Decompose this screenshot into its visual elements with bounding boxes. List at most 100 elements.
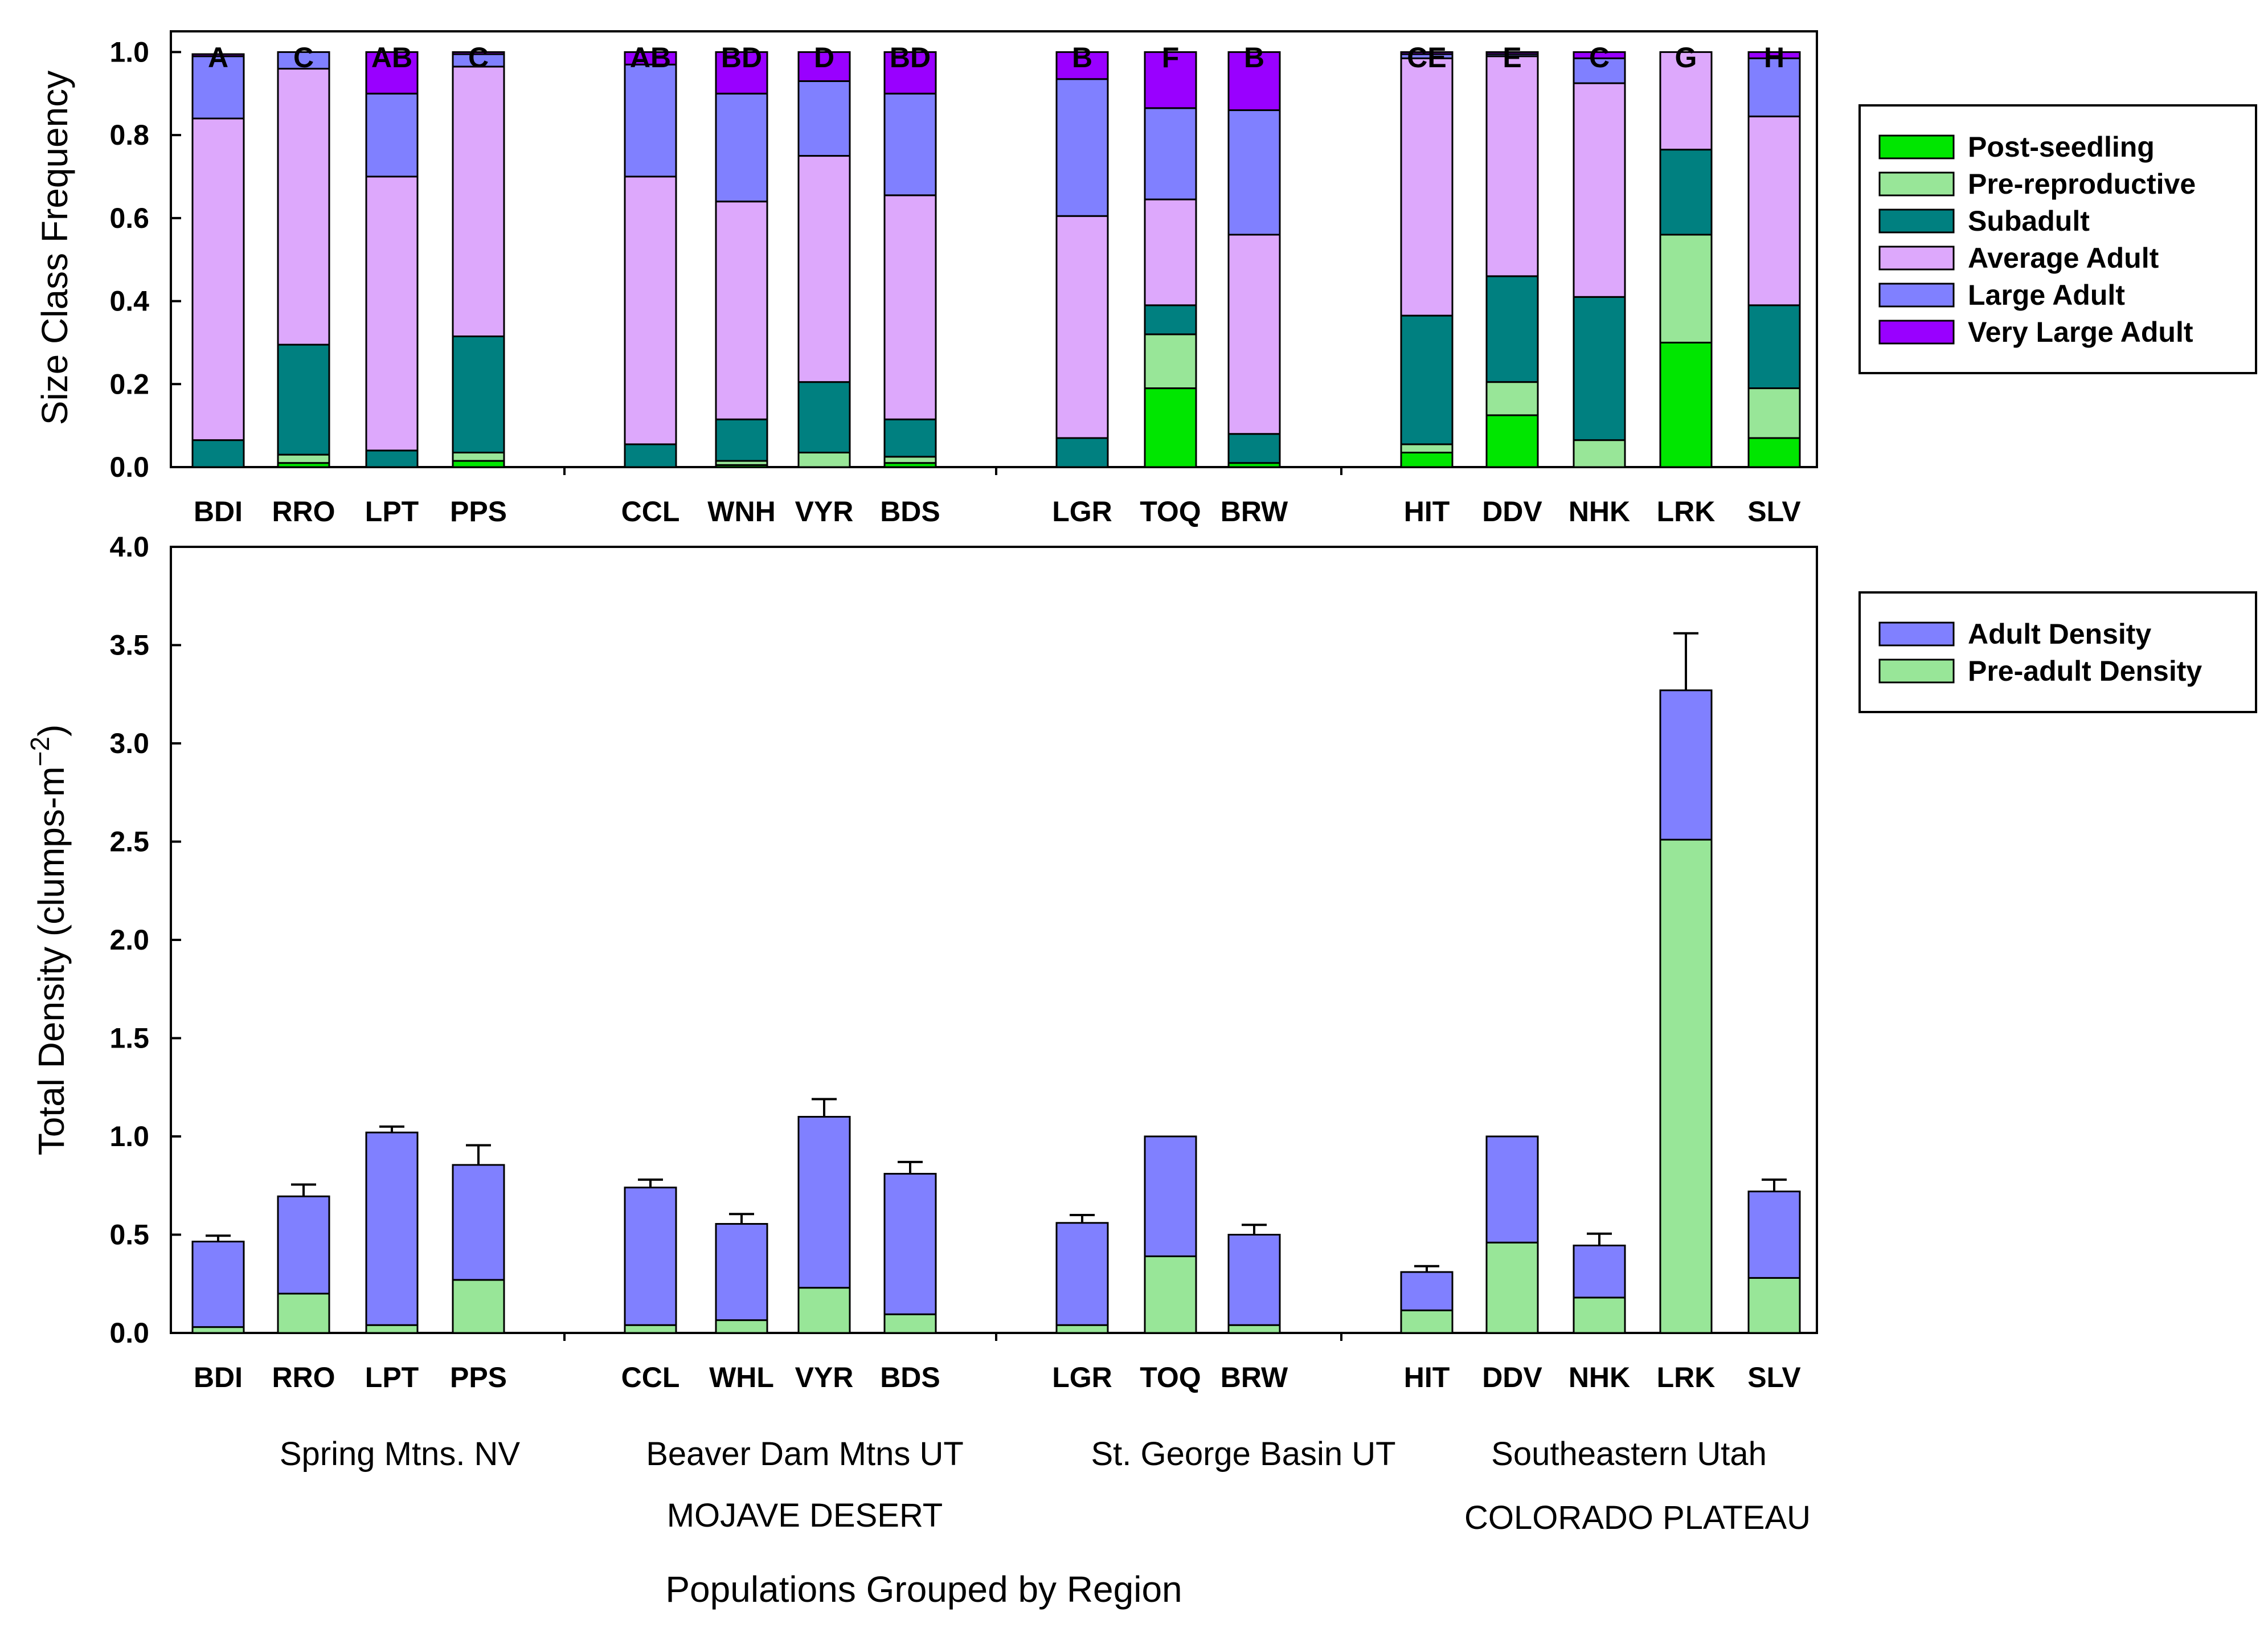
bar-hit-post-seedling (1400, 452, 1454, 468)
top-legend-items: Post-seedling Pre-reproductive Subadult Ave… (1878, 131, 2196, 348)
x-label-toq: TOQ (1140, 1361, 1201, 1393)
y-tick-label: 0.4 (109, 285, 149, 317)
bar-bds-very-large-adult (883, 51, 937, 95)
x-label-bds: BDS (880, 1361, 940, 1393)
bar-bdi-average-adult (191, 117, 245, 441)
x-axis-title: Populations Grouped by Region (665, 1569, 1182, 1610)
y-tick-label: 3.0 (109, 727, 149, 759)
significance-letter-bdi: A (208, 42, 228, 73)
bar-pps-average-adult (452, 66, 505, 338)
significance-letter-toq: F (1162, 42, 1180, 73)
bar-bds-average-adult (883, 194, 937, 420)
bottom-group-separators (563, 1333, 1342, 1341)
bar-pps-pre-adult-density (452, 1279, 505, 1334)
bar-pps-post-seedling (452, 460, 505, 468)
legend-label-subadult: Subadult (1968, 205, 2090, 237)
bar-toq-post-seedling (1144, 387, 1197, 468)
bar-ccl-subadult (624, 443, 677, 468)
bar-brw-average-adult (1227, 234, 1281, 435)
bar-bdi-very-large-adult (191, 53, 245, 58)
bar-slv-average-adult (1747, 115, 1801, 306)
y-tick-label: 1.0 (109, 1120, 149, 1152)
legend-label-average-adult: Average Adult (1968, 242, 2159, 274)
bar-lgr-average-adult (1055, 215, 1109, 439)
significance-letter-pps: C (468, 42, 489, 73)
bar-bds-pre-adult-density (883, 1313, 937, 1334)
bottom-legend: Adult Density Pre-adult Density (1858, 591, 2257, 713)
bar-toq-pre-reproductive (1144, 333, 1197, 390)
top-legend-frame (1858, 104, 2257, 374)
bar-lpt-average-adult (365, 175, 419, 452)
legend-label-post-seedling: Post-seedling (1968, 131, 2155, 163)
error-bar-lrk (1673, 632, 1698, 690)
bar-brw-adult-density (1227, 1234, 1281, 1326)
bar-lrk-pre-reproductive (1659, 234, 1713, 343)
significance-letter-ccl: AB (630, 42, 671, 73)
error-bar-pps (466, 1144, 491, 1165)
bar-hit-very-large-adult (1400, 51, 1454, 55)
bar-whl-adult-density (715, 1223, 768, 1322)
error-bar-rro (291, 1183, 316, 1197)
bar-lgr-very-large-adult (1055, 51, 1109, 80)
bar-toq-large-adult (1144, 107, 1197, 201)
bar-lrk-adult-density (1659, 689, 1713, 841)
legend-swatch-subadult (1878, 208, 1955, 234)
bar-vyr-very-large-adult (797, 51, 851, 82)
bar-lgr-large-adult (1055, 78, 1109, 217)
x-label-bdi: BDI (194, 1361, 243, 1393)
legend-swatch-pre-reproductive (1878, 171, 1955, 197)
bar-lrk-subadult (1659, 149, 1713, 236)
y-tick-label: 1.0 (109, 36, 149, 68)
bar-wnh-very-large-adult (715, 51, 768, 95)
bar-slv-post-seedling (1747, 437, 1801, 468)
bar-lrk-post-seedling (1659, 341, 1713, 468)
significance-letter-hit: CE (1407, 42, 1446, 73)
error-bar-hit (1414, 1265, 1439, 1273)
error-bar-ccl (638, 1178, 663, 1188)
bar-ccl-pre-adult-density (624, 1324, 677, 1334)
y-tick-label: 1.5 (109, 1022, 149, 1054)
bar-brw-pre-adult-density (1227, 1324, 1281, 1334)
x-label-hit: HIT (1404, 496, 1450, 527)
significance-letter-slv: H (1764, 42, 1784, 73)
bottom-legend-frame (1858, 591, 2257, 713)
bar-hit-pre-adult-density (1400, 1309, 1454, 1334)
error-bar-slv (1762, 1178, 1787, 1192)
x-label-vyr: VYR (795, 1361, 854, 1393)
x-label-wnh: WNH (707, 496, 775, 527)
significance-letter-nhk: C (1589, 42, 1610, 73)
bar-lgr-pre-adult-density (1055, 1324, 1109, 1334)
bar-ccl-adult-density (624, 1187, 677, 1326)
bar-lpt-large-adult (365, 92, 419, 178)
legend-label-adult-density: Adult Density (1968, 618, 2151, 650)
legend-swatch-post-seedling (1878, 134, 1955, 159)
bar-slv-adult-density (1747, 1191, 1801, 1279)
bar-bdi-pre-adult-density (191, 1326, 245, 1334)
x-label-nhk: NHK (1569, 1361, 1630, 1393)
error-bar-brw (1242, 1224, 1267, 1235)
bar-ddv-adult-density (1485, 1135, 1539, 1244)
bar-vyr-subadult (797, 381, 851, 454)
bar-bds-large-adult (883, 92, 937, 197)
error-bar-nhk (1587, 1232, 1612, 1246)
x-label-slv: SLV (1747, 1361, 1801, 1393)
x-label-lgr: LGR (1052, 496, 1112, 527)
error-bar-bdi (206, 1234, 231, 1242)
bottom-panel: 0.0 0.5 1.0 1.5 2.0 2.5 3.0 3.5 4.0 BDI RRO LPT PPS… (25, 531, 1818, 1393)
x-label-brw: BRW (1221, 1361, 1288, 1393)
bottom-legend-items: Adult Density Pre-adult Density (1878, 618, 2202, 687)
x-label-bdi: BDI (194, 496, 243, 527)
bar-hit-pre-reproductive (1400, 443, 1454, 454)
top-x-labels: BDI RRO LPT PPS CCL WNH VYR BDS LGR TOQ BRW HIT DDV N… (194, 496, 1801, 527)
bar-hit-subadult (1400, 314, 1454, 445)
bar-lgr-subadult (1055, 437, 1109, 468)
bar-rro-pre-reproductive (277, 453, 330, 464)
bar-slv-large-adult (1747, 57, 1801, 117)
bar-ddv-pre-adult-density (1485, 1241, 1539, 1334)
bar-vyr-pre-adult-density (797, 1287, 851, 1334)
x-label-rro: RRO (272, 1361, 335, 1393)
x-label-ddv: DDV (1482, 496, 1542, 527)
bottom-y-axis-title: Total Density (clumps-m−2) (25, 725, 72, 1156)
desert-label-mojave: MOJAVE DESERT (667, 1497, 943, 1534)
